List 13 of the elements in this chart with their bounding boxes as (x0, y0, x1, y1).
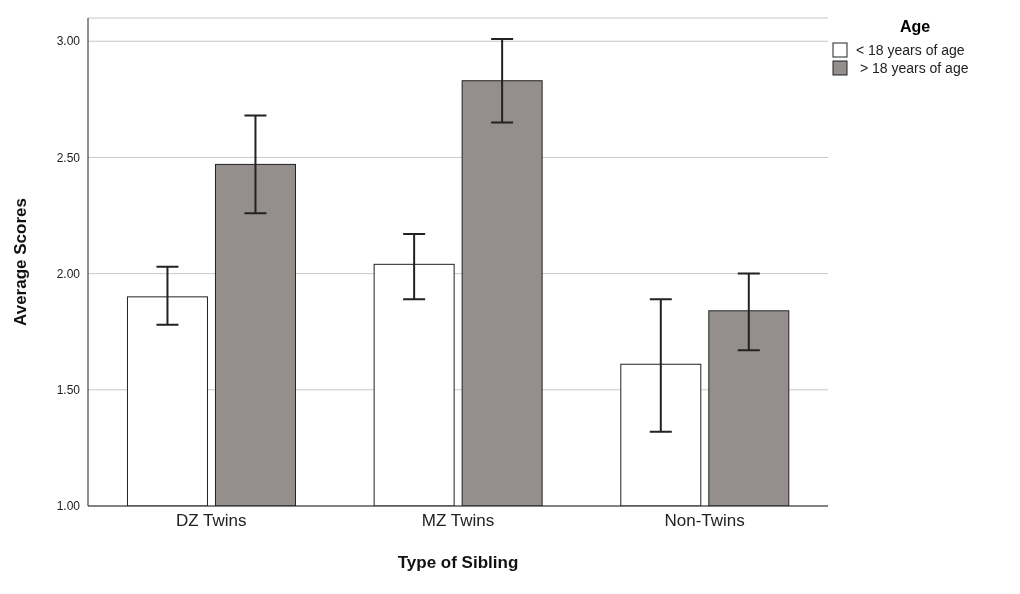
y-axis-title: Average Scores (11, 198, 31, 326)
x-tick-label: DZ Twins (176, 511, 247, 531)
y-tick-label: 3.00 (56, 34, 81, 49)
x-tick-label: Non-Twins (664, 511, 745, 531)
legend-label: > 18 years of age (858, 60, 969, 76)
x-axis-title: Type of Sibling (397, 553, 519, 572)
legend-label: < 18 years of age (856, 42, 965, 58)
y-tick-label: 1.00 (56, 499, 81, 514)
y-tick-label: 2.50 (56, 150, 81, 165)
y-tick-label: 1.50 (56, 383, 81, 398)
y-tick-label: 2.00 (56, 266, 81, 281)
legend-title: Age (898, 18, 932, 36)
x-tick-label: MZ Twins (421, 511, 495, 531)
